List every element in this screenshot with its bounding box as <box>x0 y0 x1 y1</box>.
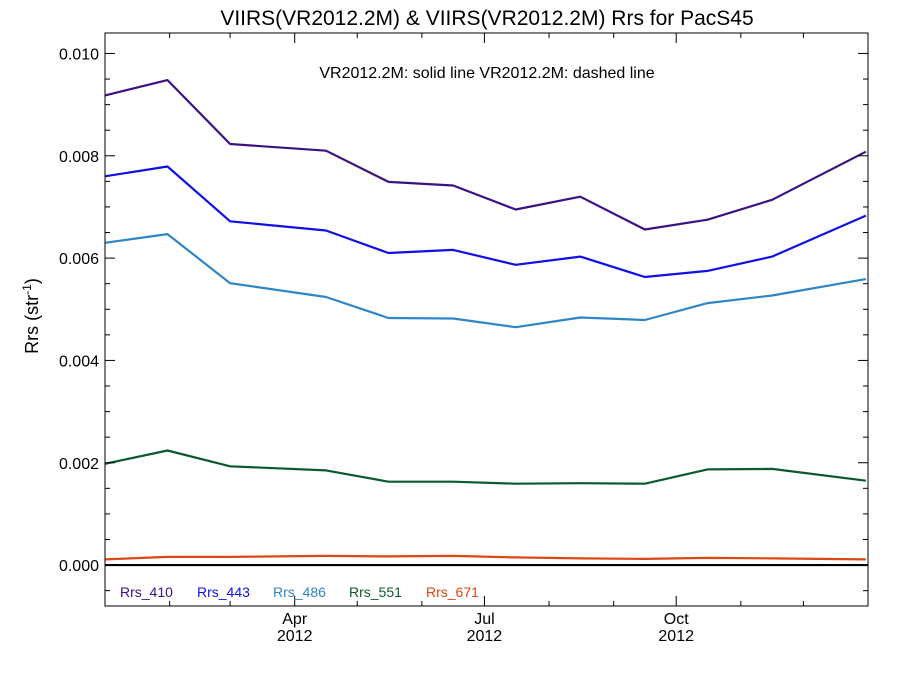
y-tick-label: 0.002 <box>59 456 99 473</box>
legend-item-rrs-443: Rrs_443 <box>197 584 250 600</box>
series-line-rrs-443 <box>104 165 867 279</box>
y-tick-label: 0.004 <box>59 353 99 370</box>
series-line-rrs-486 <box>104 233 867 329</box>
y-axis-label-close: ) <box>22 278 42 284</box>
y-axis-label-main: Rrs (str <box>22 295 42 354</box>
plot-frame <box>104 32 869 607</box>
series-line-rrs-551 <box>104 449 867 485</box>
x-tick-year: 2012 <box>658 628 694 645</box>
series-line-rrs-671 <box>104 554 866 561</box>
y-axis-label: Rrs (str-1) <box>20 278 42 354</box>
legend-item-rrs-410: Rrs_410 <box>120 584 173 600</box>
y-tick-label: 0.010 <box>59 46 99 63</box>
line-style-note: VR2012.2M: solid line VR2012.2M: dashed … <box>319 65 654 82</box>
x-tick-year: 2012 <box>467 628 503 645</box>
legend: Rrs_410 Rrs_443 Rrs_486 Rrs_551 Rrs_671 <box>120 584 479 600</box>
y-tick-label: 0.000 <box>59 558 99 575</box>
legend-item-rrs-671: Rrs_671 <box>426 584 479 600</box>
x-tick-year: 2012 <box>277 628 313 645</box>
y-tick-label: 0.006 <box>59 251 99 268</box>
y-axis-label-sup: -1 <box>20 284 34 295</box>
series-layer <box>104 78 867 561</box>
y-tick-label: 0.008 <box>59 149 99 166</box>
x-tick-month: Apr <box>282 611 308 628</box>
x-tick-month: Oct <box>664 611 689 628</box>
legend-item-rrs-486: Rrs_486 <box>273 584 326 600</box>
series-line-rrs-410 <box>104 78 867 231</box>
axes-layer: 0.0000.0020.0040.0060.0080.010Apr2012Jul… <box>59 32 869 645</box>
chart-title: VIIRS(VR2012.2M) & VIIRS(VR2012.2M) Rrs … <box>220 7 753 30</box>
legend-item-rrs-551: Rrs_551 <box>349 584 402 600</box>
x-tick-month: Jul <box>474 611 494 628</box>
